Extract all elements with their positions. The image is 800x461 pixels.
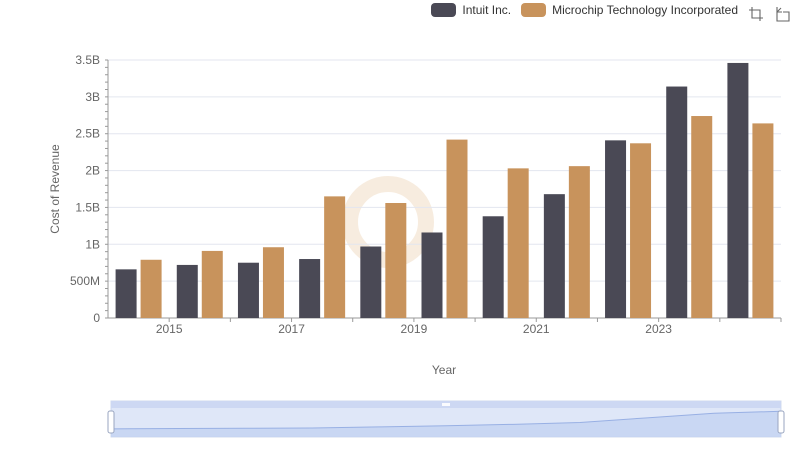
legend-swatch-intuit bbox=[431, 3, 457, 17]
y-tick-label: 2B bbox=[85, 164, 100, 178]
zoom-handle-left[interactable] bbox=[107, 410, 115, 434]
data-zoom-slider[interactable] bbox=[107, 400, 785, 438]
restore-icon[interactable] bbox=[774, 6, 790, 22]
bar-microchip-2019[interactable] bbox=[446, 139, 468, 318]
y-axis: 0 500M 1B 1.5B 2B 2.5B 3B 3.5B bbox=[70, 53, 109, 325]
bar-microchip-2014[interactable] bbox=[140, 259, 162, 318]
y-tick-label: 1.5B bbox=[75, 200, 100, 214]
bar-microchip-2024[interactable] bbox=[752, 123, 774, 318]
zoom-handle-right[interactable] bbox=[777, 410, 785, 434]
y-tick-label: 0 bbox=[93, 311, 100, 325]
bar-microchip-2022[interactable] bbox=[630, 143, 652, 318]
bar-intuit-2020[interactable] bbox=[482, 216, 504, 318]
y-tick-label: 3B bbox=[85, 90, 100, 104]
bar-microchip-2021[interactable] bbox=[568, 166, 590, 318]
zoom-icon[interactable] bbox=[748, 6, 764, 22]
bar-intuit-2021[interactable] bbox=[543, 194, 565, 318]
zoom-line bbox=[110, 410, 782, 430]
legend-label-microchip: Microchip Technology Incorporated bbox=[552, 3, 738, 17]
bars[interactable] bbox=[115, 62, 774, 318]
bar-intuit-2022[interactable] bbox=[605, 140, 627, 318]
bar-intuit-2017[interactable] bbox=[299, 259, 321, 318]
bar-intuit-2018[interactable] bbox=[360, 246, 382, 318]
legend: Intuit Inc. Microchip Technology Incorpo… bbox=[431, 3, 738, 17]
y-tick-label: 3.5B bbox=[75, 53, 100, 67]
toolbox bbox=[748, 6, 790, 22]
bar-microchip-2015[interactable] bbox=[201, 250, 223, 318]
x-axis: 2015 2017 2019 2021 2023 bbox=[108, 317, 782, 336]
x-tick-label: 2015 bbox=[156, 322, 183, 336]
bar-microchip-2020[interactable] bbox=[507, 168, 529, 318]
bar-intuit-2016[interactable] bbox=[237, 262, 259, 318]
bar-intuit-2015[interactable] bbox=[176, 264, 198, 318]
y-axis-label: Cost of Revenue bbox=[48, 144, 62, 234]
legend-label-intuit: Intuit Inc. bbox=[462, 3, 512, 17]
bar-intuit-2024[interactable] bbox=[727, 62, 749, 318]
zoom-window[interactable] bbox=[111, 401, 781, 437]
y-tick-label: 1B bbox=[85, 237, 100, 251]
x-tick-label: 2019 bbox=[401, 322, 428, 336]
x-tick-label: 2023 bbox=[645, 322, 672, 336]
bar-microchip-2017[interactable] bbox=[324, 196, 346, 318]
zoom-grip[interactable] bbox=[442, 403, 450, 406]
bar-microchip-2016[interactable] bbox=[262, 247, 284, 318]
x-axis-label: Year bbox=[432, 363, 456, 377]
y-tick-label: 2.5B bbox=[75, 127, 100, 141]
bar-intuit-2014[interactable] bbox=[115, 269, 137, 318]
x-tick-label: 2021 bbox=[523, 322, 550, 336]
zoom-area bbox=[111, 411, 781, 437]
legend-swatch-microchip bbox=[521, 3, 547, 17]
bar-microchip-2018[interactable] bbox=[385, 203, 407, 318]
bar-microchip-2023[interactable] bbox=[691, 116, 713, 318]
legend-item-microchip[interactable]: Microchip Technology Incorporated bbox=[521, 3, 738, 17]
bar-intuit-2019[interactable] bbox=[421, 232, 443, 318]
legend-item-intuit[interactable]: Intuit Inc. bbox=[431, 3, 511, 17]
bar-intuit-2023[interactable] bbox=[666, 86, 688, 318]
y-tick-label: 500M bbox=[70, 274, 100, 288]
x-tick-label: 2017 bbox=[278, 322, 305, 336]
